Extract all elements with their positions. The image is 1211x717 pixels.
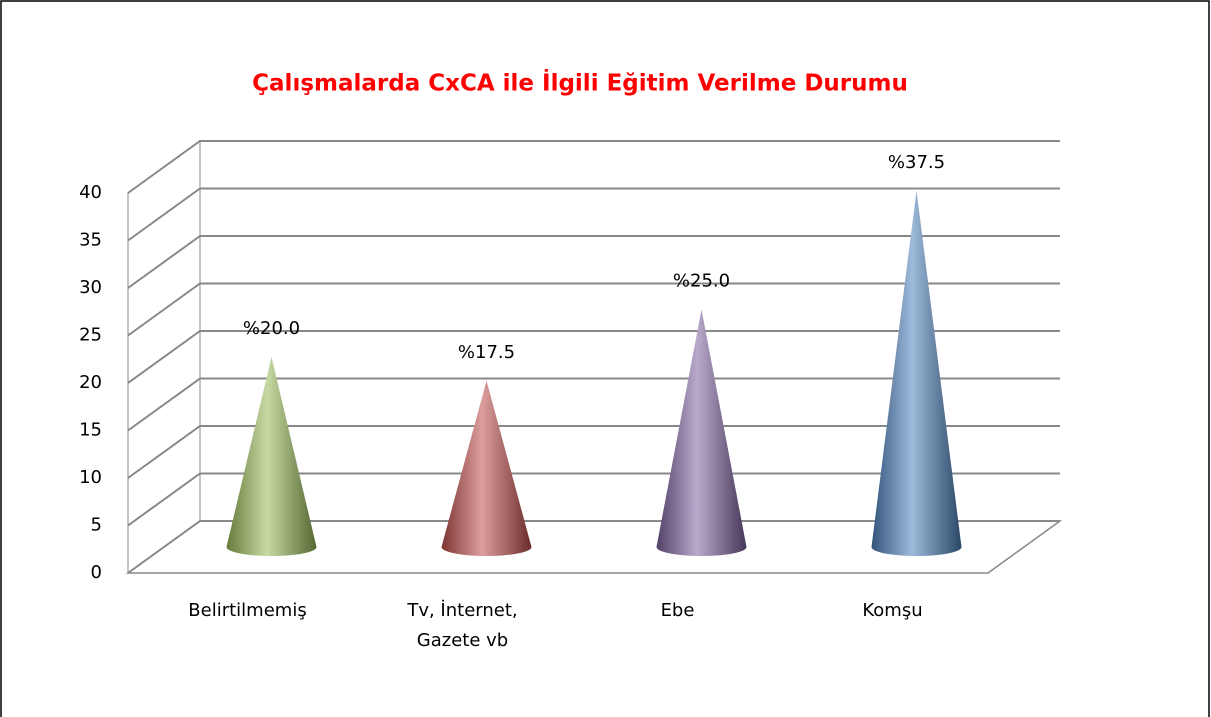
grid-line bbox=[127, 140, 1060, 194]
value-label: %25.0 bbox=[673, 271, 730, 292]
grid-line bbox=[127, 377, 1060, 432]
value-label: %20.0 bbox=[243, 318, 300, 339]
y-tick-label: 30 bbox=[79, 277, 102, 298]
y-tick-label: 40 bbox=[79, 182, 102, 203]
chart-title: Çalışmalarda CxCA ile İlgili Eğitim Veri… bbox=[252, 69, 908, 97]
grid-line bbox=[127, 187, 1060, 242]
value-label: %37.5 bbox=[888, 152, 945, 173]
y-tick-label: 20 bbox=[79, 372, 102, 393]
grid-line bbox=[127, 235, 1060, 289]
value-label: %17.5 bbox=[458, 342, 515, 363]
cone bbox=[871, 190, 962, 556]
cone bbox=[656, 309, 747, 556]
cone bbox=[441, 380, 532, 556]
x-tick-label: Komşu bbox=[862, 600, 923, 621]
y-tick-label: 25 bbox=[79, 325, 102, 346]
grid-line bbox=[127, 472, 1060, 527]
y-tick-label: 15 bbox=[79, 420, 102, 441]
x-tick-label: Belirtilmemiş bbox=[188, 600, 307, 621]
y-tick-label: 35 bbox=[79, 230, 102, 251]
y-tick-label: 5 bbox=[91, 515, 102, 536]
grid-line bbox=[127, 282, 1060, 337]
x-tick-label: Tv, İnternet, Gazete vb bbox=[407, 600, 518, 651]
grid-line bbox=[127, 425, 1060, 479]
y-tick-label: 0 bbox=[91, 562, 102, 583]
grid-line bbox=[127, 330, 1060, 384]
cone bbox=[226, 357, 317, 556]
y-tick-label: 10 bbox=[79, 467, 102, 488]
x-tick-label: Ebe bbox=[660, 600, 695, 621]
grid-line bbox=[127, 520, 1060, 574]
